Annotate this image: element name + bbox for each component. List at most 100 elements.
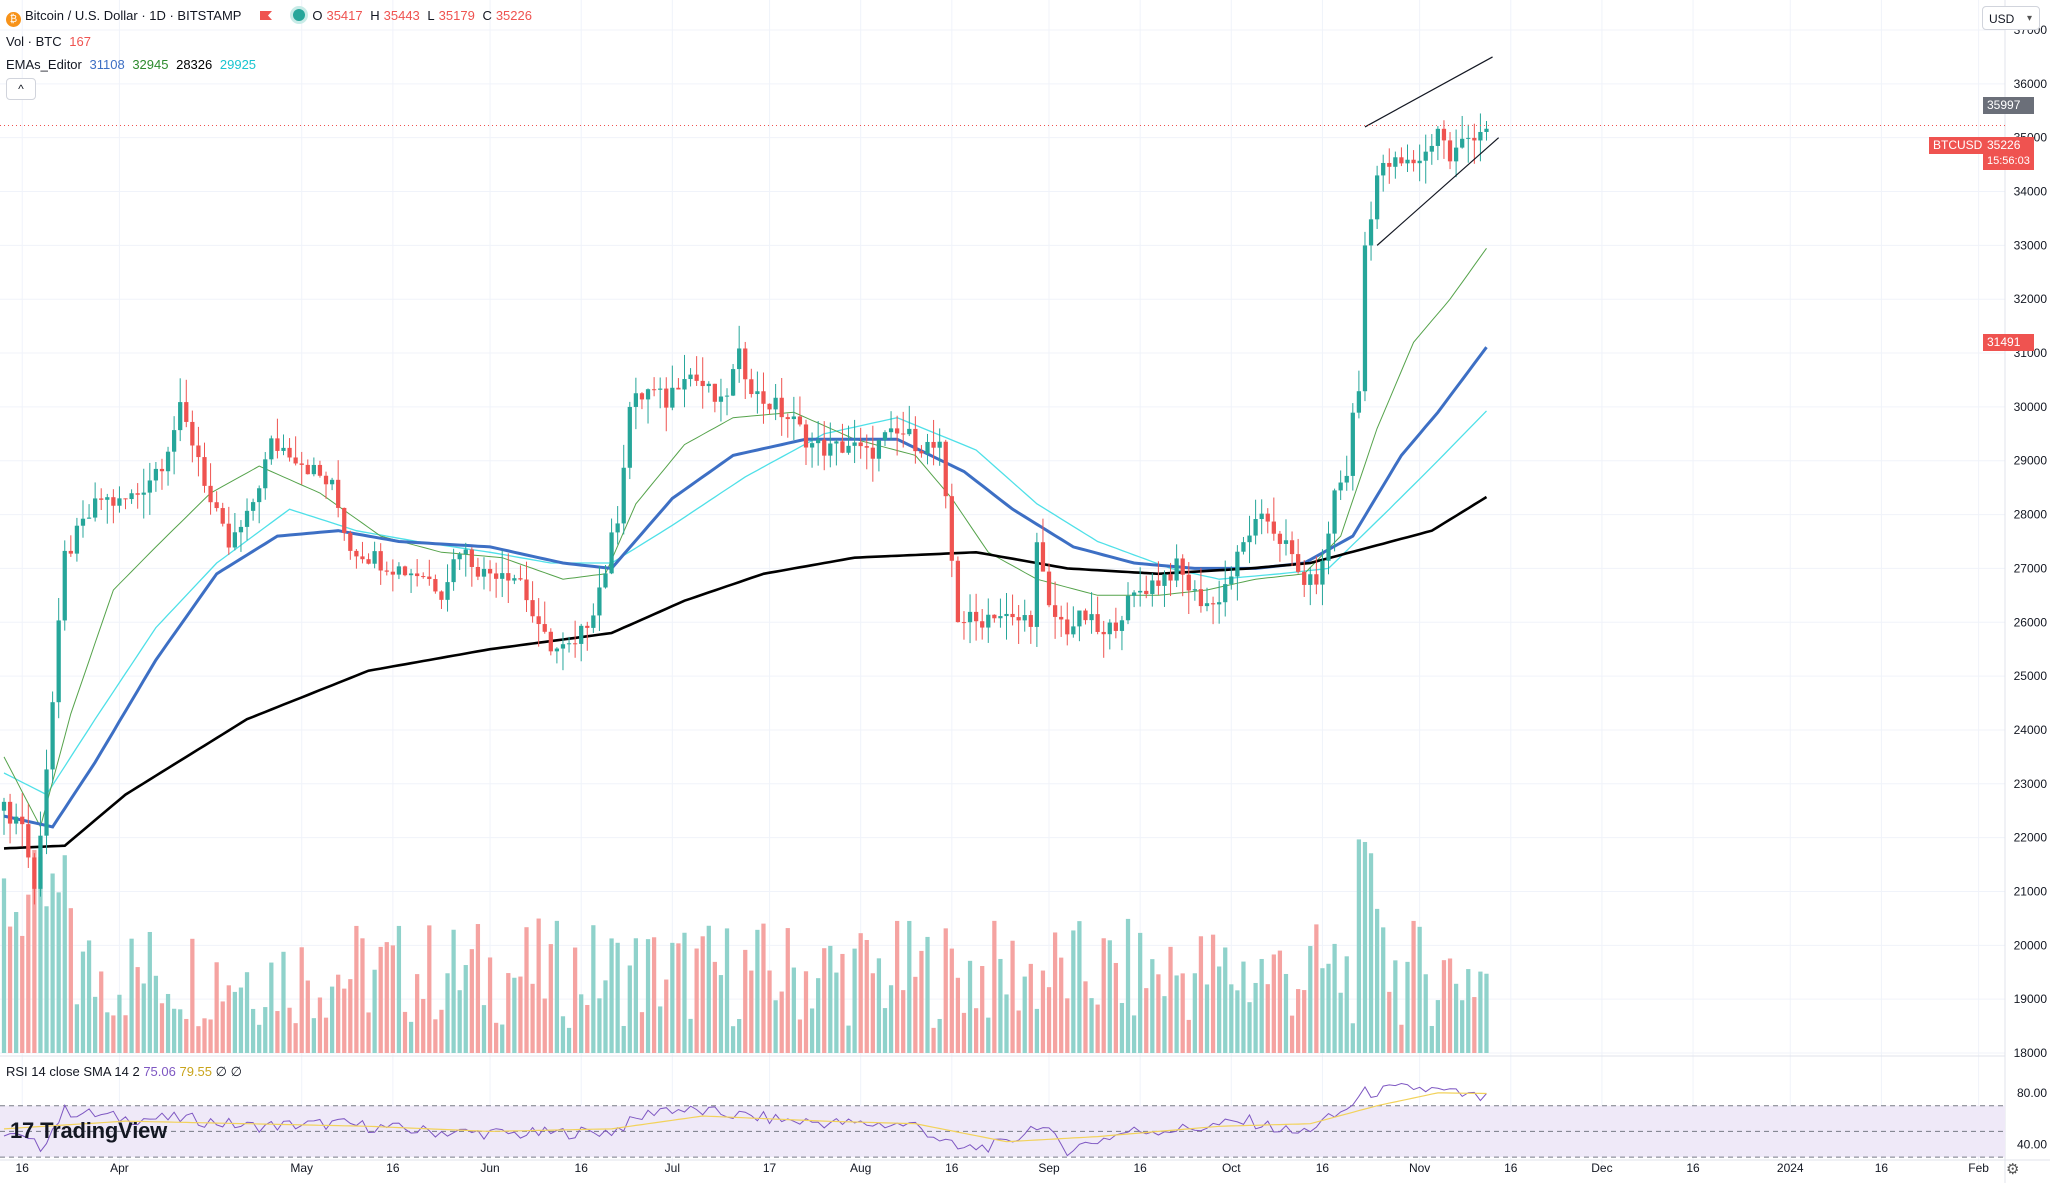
candle-body [615,523,620,533]
candle-body [360,556,365,560]
collapse-legend-button[interactable]: ^ [6,78,36,100]
volume-bar [287,1007,292,1053]
channel-upper-line [1364,56,1493,128]
volume-bar [1198,936,1204,1053]
candle-body [1034,542,1040,627]
volume-bar [1253,982,1258,1053]
volume-bar [1241,961,1246,1053]
candle-body [366,559,371,564]
volume-bar [706,925,711,1053]
candle-body [609,532,614,574]
volume-bar [384,942,389,1053]
volume-bar [809,1008,815,1053]
candle [390,559,395,592]
volume-bar [257,1024,262,1053]
volume-bar [1,878,7,1053]
volume-bar [1210,934,1216,1053]
candle-body [1362,245,1368,392]
candle-body [651,389,657,391]
bitcoin-icon: ₿ [6,12,21,27]
tradingview-logo[interactable]: 17 TradingView [10,1118,167,1144]
candle-body [123,498,128,500]
candle [1077,610,1082,642]
candle-body [1131,592,1137,596]
currency-select[interactable]: USD ▾ [1982,6,2040,30]
candle [730,364,736,397]
candle [402,565,408,577]
volume-bar [275,1011,280,1053]
candle-body [1101,631,1106,635]
candle [415,559,420,587]
candle-body [1247,535,1252,543]
volume-bar [1277,950,1283,1053]
y-tick-label: 27000 [2014,561,2048,575]
x-tick-label: Aug [850,1161,871,1175]
ohlc-high-label: H [370,8,380,23]
ema-line-green [3,248,1487,829]
candle [518,565,523,581]
candle [840,423,845,454]
candle [609,518,614,575]
volume-bar [117,994,122,1053]
candle [105,493,110,524]
candle-body [737,348,742,370]
volume-bar [171,1008,177,1053]
volume-bar [1077,921,1082,1053]
volume-bar [895,920,900,1053]
volume-bar [1314,924,1319,1053]
x-tick-label: 16 [945,1161,959,1175]
volume-bar [803,971,809,1053]
candle-body [147,480,152,493]
volume-bar [153,975,159,1053]
candle [1326,521,1331,575]
volume-bar [1411,920,1416,1053]
volume-bar [615,942,620,1053]
volume-bar [840,953,845,1053]
rsi-line [3,1082,1487,1157]
candle [554,647,560,664]
candle-body [475,566,481,577]
volume-bar [451,929,456,1053]
volume-bar [487,957,493,1053]
candle-body [141,492,146,495]
volume-bar [1472,997,1477,1053]
volume-bar [348,979,353,1053]
volume-bar [1423,974,1428,1053]
y-tick-label: 26000 [2014,615,2048,629]
candle-body [730,369,736,396]
volume-bar [1283,973,1289,1053]
candle [80,500,86,538]
flag-icon[interactable] [259,10,273,21]
candle [980,609,985,640]
candle-body [907,428,912,435]
gear-icon[interactable]: ⚙ [2006,1161,2020,1178]
volume-bar [293,1023,298,1053]
candle-body [973,611,979,622]
volume-bars [1,839,1489,1053]
candle-body [1217,602,1222,605]
candle-body [919,451,924,454]
volume-bar [390,945,395,1053]
volume-bar [961,1012,967,1053]
candle-body [895,428,900,434]
candle-body [372,551,377,564]
volume-bar [712,961,717,1053]
candle [281,434,286,456]
candle-body [591,615,596,628]
candle [396,562,402,580]
candle [1192,580,1197,601]
candle [943,439,948,509]
candle [986,598,991,643]
volume-bar [1332,943,1337,1053]
candle-body [1253,519,1258,536]
candle-body [494,573,499,579]
candle [1235,545,1240,601]
volume-bar [123,1015,128,1053]
candle [117,486,122,513]
candle [1089,592,1094,634]
candle-body [1028,615,1033,627]
candle-body [992,614,997,619]
candle-body [572,643,578,645]
